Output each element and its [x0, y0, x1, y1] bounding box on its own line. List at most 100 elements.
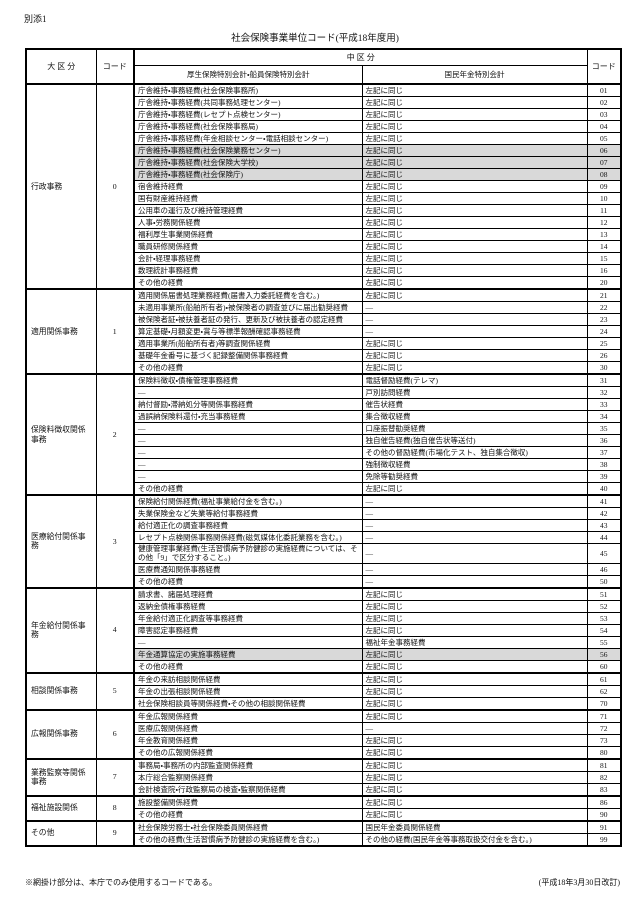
- major-code-cell: 7: [95, 757, 135, 797]
- kokumin-account-item: ―: [361, 301, 588, 314]
- row-code: 36: [586, 434, 622, 447]
- row-code: 54: [586, 623, 622, 637]
- kokumin-account-item: 左記に同じ: [361, 180, 588, 193]
- table-row: 医療広報関係経費 ― 72: [26, 721, 622, 735]
- kokumin-account-item: 左記に同じ: [361, 782, 588, 797]
- row-code: 05: [586, 132, 622, 145]
- kokumin-account-item: 左記に同じ: [361, 684, 588, 698]
- kosei-account-item: 職員研修関係経費: [133, 240, 363, 253]
- table-row: 相談関係事務 5 年金の来訪相談関係経費 左記に同じ 61: [25, 671, 622, 711]
- table-row: 健康管理事業経費(生活習慣病予防健診の実施経費については、その他「9」で区分する…: [26, 543, 622, 564]
- kokumin-account-item: 左記に同じ: [361, 156, 588, 169]
- table-row: 業務監察等関係事務 7 事務局・事務所の内部監査関係経費 左記に同じ 81: [25, 757, 622, 797]
- table-row: 福祉施設関係 8 施設整備関係経費 左記に同じ 86: [25, 794, 622, 822]
- row-code: 71: [586, 708, 622, 723]
- kosei-account-item: 適用関係届書処理業務経費(届書入力委託経費を含む。): [133, 288, 363, 302]
- table-header-row-1: 大 区 分 コード 中 区 分 コード: [25, 48, 622, 85]
- kokumin-account-item: その他の経費(国民年金等事務取扱交付金を含む。): [361, 832, 588, 847]
- table-row: 社会保険相談員等関係経費・その他の相談関係経費 左記に同じ 70: [26, 696, 622, 711]
- kosei-account-item: 人事・労務関係経費: [133, 216, 363, 229]
- kokumin-account-item: 左記に同じ: [361, 288, 588, 302]
- kosei-account-item: ―: [133, 470, 363, 483]
- table-row: その他の経費 左記に同じ 60: [26, 659, 622, 674]
- row-code: 15: [586, 252, 622, 265]
- header-kokumin-account: 国民年金特別会計: [361, 65, 588, 85]
- row-code: 12: [586, 216, 622, 229]
- kosei-account-item: その他の経費: [133, 361, 363, 375]
- kokumin-account-item: 左記に同じ: [361, 108, 588, 121]
- kosei-account-item: 年金の来訪相談関係経費: [133, 671, 363, 686]
- kokumin-account-item: ―: [361, 507, 588, 520]
- page-title: 社会保険事業単位コード(平成18年度用): [231, 34, 399, 44]
- kokumin-account-item: 催告状経費: [361, 398, 588, 411]
- major-code-cell: 0: [95, 83, 135, 290]
- kosei-account-item: ―: [133, 458, 363, 471]
- row-code: 44: [586, 531, 622, 544]
- row-code: 16: [586, 264, 622, 277]
- row-code: 01: [586, 83, 622, 97]
- row-code: 34: [586, 410, 622, 423]
- kosei-account-item: 社会保険労務士・社会保険委員関係経費: [133, 819, 363, 834]
- kokumin-account-item: 左記に同じ: [361, 204, 588, 217]
- header-major-category: 大 区 分: [25, 48, 97, 85]
- kosei-account-item: 会計・経理事務経費: [133, 252, 363, 265]
- kosei-account-item: 本庁総合監察関係経費: [133, 770, 363, 784]
- row-code: 21: [586, 288, 622, 302]
- table-row: その他の経費 左記に同じ 90: [26, 807, 622, 822]
- table-row: 基礎年金番号に基づく記録整備関係事務経費 左記に同じ 26: [26, 349, 622, 362]
- kosei-account-item: 国有財産維持経費: [133, 192, 363, 205]
- row-code: 13: [586, 228, 622, 241]
- row-code: 73: [586, 733, 622, 747]
- row-code: 39: [586, 470, 622, 483]
- kosei-account-item: 保険給付関係経費(福祉事業給付金を含む。): [133, 494, 363, 508]
- row-code: 60: [586, 659, 622, 674]
- kokumin-account-item: 左記に同じ: [361, 671, 588, 686]
- kokumin-account-item: 左記に同じ: [361, 794, 588, 809]
- kosei-account-item: 庁舎維持・事務経費(社会保険事務所): [133, 83, 363, 97]
- kosei-account-item: 庁舎維持・事務経費(社会保険大学校): [133, 156, 363, 169]
- table-row: 人事・労務関係経費 左記に同じ 12: [26, 216, 622, 229]
- row-code: 40: [586, 482, 622, 496]
- table-row: 医療費通知関係事務経費 ― 46: [26, 562, 622, 576]
- row-code: 07: [586, 156, 622, 169]
- major-code-cell: 6: [95, 708, 135, 760]
- table-row: 会計・経理事務経費 左記に同じ 15: [26, 252, 622, 265]
- kokumin-account-item: その他の督励経費(市場化テスト、独自集合徴収): [361, 446, 588, 459]
- kosei-account-item: ―: [133, 434, 363, 447]
- kokumin-account-item: 左記に同じ: [361, 611, 588, 625]
- kosei-account-item: 庁舎維持・事務経費(共同事務処理センター): [133, 96, 363, 109]
- table-row: 年金の出張相談関係経費 左記に同じ 62: [26, 684, 622, 698]
- row-code: 90: [586, 807, 622, 822]
- kosei-account-item: 医療広報関係経費: [133, 721, 363, 735]
- kokumin-account-item: ―: [361, 325, 588, 338]
- kosei-account-item: 年金広報関係経費: [133, 708, 363, 723]
- major-category-cell: 相談関係事務: [25, 671, 97, 711]
- row-code: 43: [586, 519, 622, 532]
- major-code-cell: 8: [95, 794, 135, 822]
- row-code: 50: [586, 574, 622, 589]
- row-code: 42: [586, 507, 622, 520]
- row-code: 99: [586, 832, 622, 847]
- row-code: 46: [586, 562, 622, 576]
- table-row: 本庁総合監察関係経費 左記に同じ 82: [26, 770, 622, 784]
- major-category-cell: 行政事務: [25, 83, 97, 290]
- table-row: 障害認定事務経費 左記に同じ 54: [26, 623, 622, 637]
- kokumin-account-item: 左記に同じ: [361, 83, 588, 97]
- kosei-account-item: その他の経費(生活習慣病予防健診の実施経費を含む。): [133, 832, 363, 847]
- kokumin-account-item: 左記に同じ: [361, 745, 588, 760]
- table-row: ― 福祉年金事務経費 55: [26, 635, 622, 649]
- row-code: 53: [586, 611, 622, 625]
- kosei-account-item: 社会保険相談員等関係経費・その他の相談関係経費: [133, 696, 363, 711]
- kokumin-account-item: 左記に同じ: [361, 228, 588, 241]
- kokumin-account-item: 左記に同じ: [361, 623, 588, 637]
- kosei-account-item: 庁舎維持・事務経費(社会保険事務局): [133, 120, 363, 133]
- kosei-account-item: その他の経費: [133, 574, 363, 589]
- kokumin-account-item: 左記に同じ: [361, 240, 588, 253]
- row-code: 14: [586, 240, 622, 253]
- major-category-cell: 業務監察等関係事務: [25, 757, 97, 797]
- kokumin-account-item: 左記に同じ: [361, 599, 588, 613]
- kokumin-account-item: 左記に同じ: [361, 770, 588, 784]
- row-code: 83: [586, 782, 622, 797]
- kokumin-account-item: 集合徴収経費: [361, 410, 588, 423]
- table-row: 保険料徴収関係事務 2 保険料徴収・債権管理事務経費 電話督励経費(テレマ) 31: [25, 373, 622, 496]
